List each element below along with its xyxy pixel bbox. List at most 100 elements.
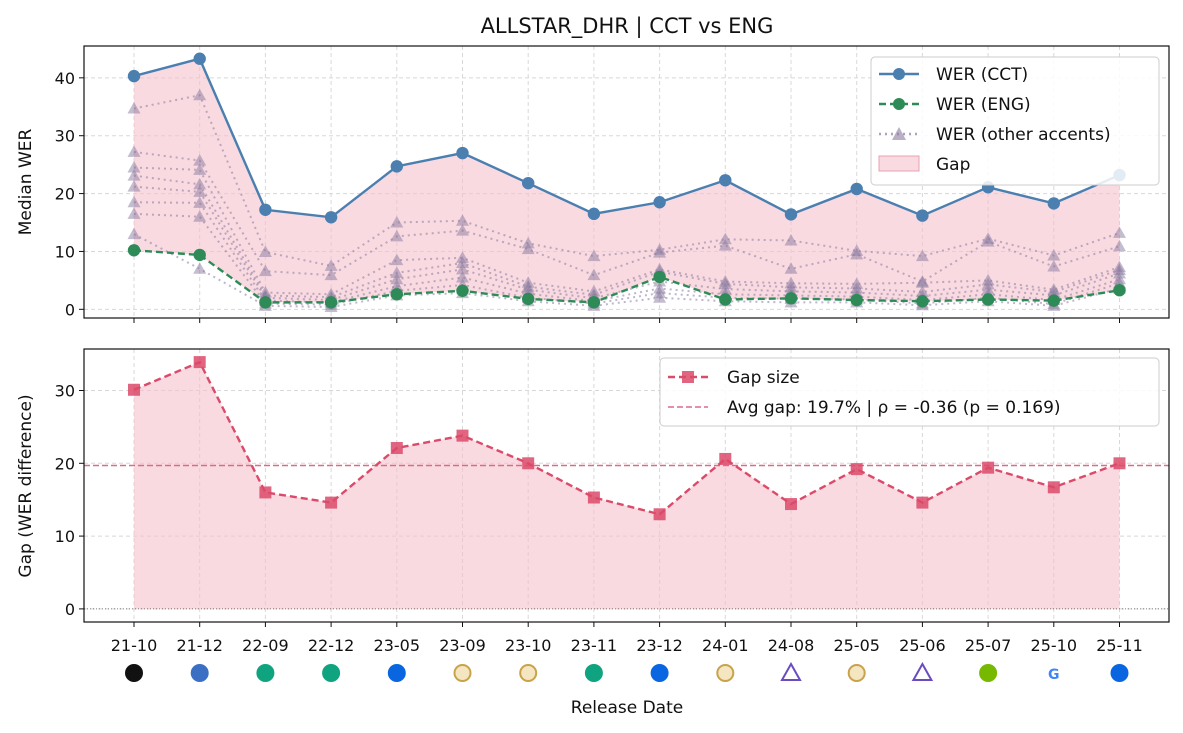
openai-icon [322,664,341,682]
eng-point [587,296,601,309]
eng-point [653,270,666,284]
other-accent-point [127,207,141,219]
meta-ai-icon [125,664,143,682]
other-accent-point [653,291,667,303]
other-accent-point [127,227,141,240]
meta-icon [1110,664,1129,682]
other-accent-point [718,232,732,245]
other-accent-line [133,166,1120,296]
other-accent-point [915,249,929,262]
eng-point [1113,284,1126,297]
cct-point [259,203,272,216]
cct-point [1047,197,1061,210]
other-accent-point [127,145,141,157]
other-accent-point [193,210,207,222]
eng-point [981,293,995,306]
x-tick-label: 23-10 [505,636,552,655]
other-accent-point [127,161,141,173]
eng-point [916,295,929,308]
windows-icon [190,664,209,682]
y-tick-label: 0 [65,300,75,319]
other-accent-point [193,185,207,197]
y-tick-label: 20 [55,454,75,473]
gap-size-point [850,463,863,476]
gap-size-point [325,496,338,509]
cct-point [324,211,338,224]
openai-icon [584,664,603,682]
x-tick-label: 22-12 [308,636,355,655]
y-tick-label: 20 [55,185,75,204]
gap-size-point [587,491,600,504]
openai-icon [256,664,275,682]
gap-size-point [193,356,206,369]
other-accent-point [390,216,404,228]
eng-point [193,248,206,262]
eng-point [390,288,403,301]
gap-size-point [719,452,732,465]
legend-cct: WER (CCT) [936,65,1028,85]
cct-point [587,207,601,221]
other-accent-point [1113,226,1126,238]
other-accent-point [981,235,995,247]
y-tick-label: 0 [65,600,75,619]
legend-avg-gap: Avg gap: 19.7% | ρ = -0.36 (p = 0.169) [727,398,1061,418]
other-accent-point [193,196,207,208]
other-accent-point [521,236,535,249]
cct-point [916,209,929,222]
other-accent-point [1047,259,1061,272]
x-tick-label: 25-06 [899,636,946,655]
other-accent-point [390,253,404,266]
plot-frame [83,348,1170,623]
x-axis: 21-10 21-12 22-09 22-12 23-05 23-09 23-10 23-11… [111,636,1143,683]
other-accent-point [784,233,798,246]
eng-point [784,292,798,305]
cct-point [456,146,469,160]
other-accent-point [324,259,338,271]
x-tick-label: 25-05 [833,636,880,655]
x-tick-label: 25-07 [965,636,1012,655]
other-accent-point [521,242,535,255]
legend-gap: Gap [936,155,970,175]
other-accent-point [390,229,404,242]
gap-size-point [1047,481,1060,494]
chart-title: ALLSTAR_DHR | CCT vs ENG [481,14,774,39]
other-accent-point [193,262,207,274]
cct-point [193,52,206,65]
x-tick-label: 25-11 [1096,636,1143,655]
other-accent-point [258,264,272,277]
gap-size-point [522,457,535,470]
other-accent-point [193,163,207,175]
x-tick-label: 24-08 [768,636,815,655]
x-tick-label: 23-09 [439,636,486,655]
legend-gap-size: Gap size [727,368,800,388]
bottom-y-axis-label: Gap (WER difference) [16,394,36,577]
eng-point [850,293,863,307]
x-tick-label: 23-05 [374,636,421,655]
other-accent-line [133,150,1120,283]
gap-size-point [916,496,929,509]
y-tick-label: 10 [55,527,75,546]
cct-line [133,57,1120,219]
other-accent-point [587,268,601,281]
seal-icon [716,664,735,682]
eng-line [133,249,1120,304]
other-accent-point [587,249,601,262]
eng-point [324,296,338,309]
cct-point [784,208,798,221]
other-accent-point [718,239,732,251]
legend-eng: WER (ENG) [936,95,1031,115]
gap-size-point [128,383,140,396]
y-tick-label: 40 [55,69,75,88]
x-tick-label: 23-11 [571,636,618,655]
gap-fill-area [134,58,1120,303]
other-accent-point [127,180,141,192]
x-tick-label: 21-12 [176,636,223,655]
other-accent-point [456,214,469,226]
plot-frame [83,45,1170,319]
other-accent-point [390,266,404,278]
cct-point [719,174,732,187]
seal-icon [519,664,538,682]
meta-icon [650,664,669,682]
eng-point [1047,294,1061,307]
